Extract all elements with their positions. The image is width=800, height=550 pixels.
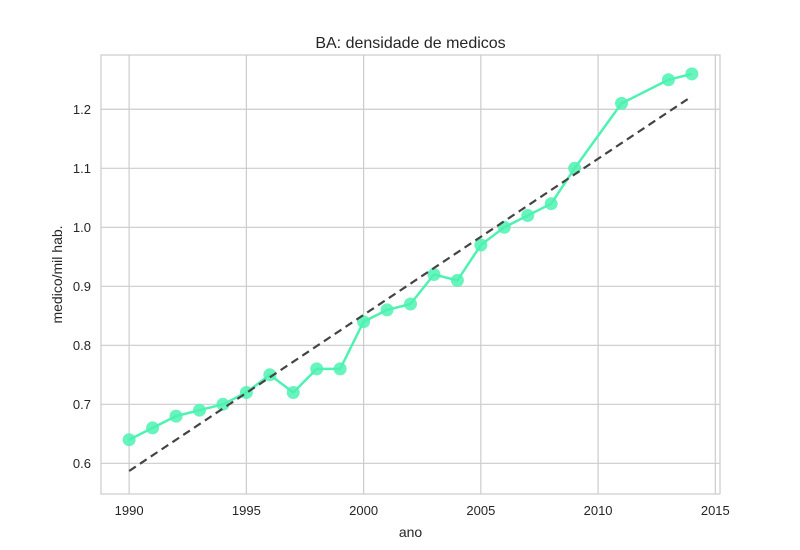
tick-labels: 1990 1995 2000 2005 2010 2015 0.6 0.7 0.8 0.9 1.0 1… [73, 102, 730, 518]
y-tick-label: 0.8 [73, 338, 91, 353]
data-point [544, 197, 558, 211]
data-point [568, 161, 582, 175]
x-tick-label: 2000 [349, 503, 378, 518]
data-point [474, 238, 488, 252]
data-point [310, 362, 324, 376]
data-point [122, 433, 136, 447]
y-tick-label: 1.2 [73, 102, 91, 117]
data-point [521, 208, 535, 222]
data-point [615, 96, 629, 110]
data-point [497, 220, 511, 234]
data-point [263, 368, 277, 382]
data-point [357, 315, 371, 329]
y-tick-label: 0.6 [73, 456, 91, 471]
x-tick-label: 2005 [466, 503, 495, 518]
data-point [146, 421, 160, 435]
data-point [333, 362, 347, 376]
x-axis-label: ano [399, 524, 423, 540]
chart-title: BA: densidade de medicos [315, 35, 505, 52]
plot-background [100, 54, 721, 495]
data-point [192, 403, 206, 417]
series-layer [122, 67, 699, 472]
data-point [286, 386, 300, 400]
y-tick-label: 0.9 [73, 279, 91, 294]
x-tick-label: 2015 [701, 503, 730, 518]
y-tick-label: 1.1 [73, 161, 91, 176]
data-point [380, 303, 394, 317]
data-point [216, 397, 230, 411]
data-point [450, 273, 464, 287]
y-tick-label: 0.7 [73, 397, 91, 412]
x-tick-label: 1995 [232, 503, 261, 518]
trend-line [128, 95, 693, 472]
data-point [169, 409, 183, 423]
data-point [404, 297, 417, 311]
y-axis-label: medico/mil hab. [49, 225, 65, 323]
x-tick-label: 2010 [584, 503, 613, 518]
data-point [685, 67, 699, 81]
data-point [661, 73, 675, 87]
y-tick-label: 1.0 [73, 220, 91, 235]
x-tick-label: 1990 [115, 503, 144, 518]
data-point [427, 268, 441, 281]
